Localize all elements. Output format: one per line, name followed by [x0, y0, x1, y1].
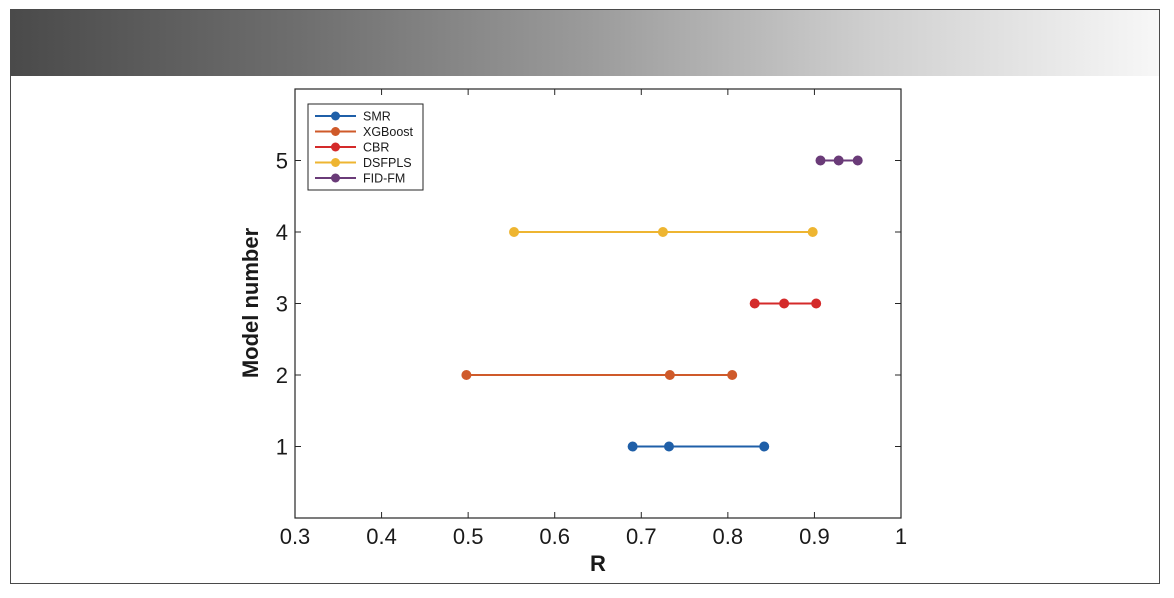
- legend-label: XGBoost: [363, 125, 414, 139]
- header-gradient-band: [11, 10, 1159, 76]
- data-point-smr: [759, 441, 770, 452]
- data-point-dsfpls: [657, 227, 668, 237]
- data-point-dsfpls: [807, 227, 818, 237]
- y-tick-label: 2: [276, 363, 288, 388]
- x-tick-label: 0.5: [453, 524, 484, 549]
- y-tick-label: 5: [276, 149, 288, 174]
- data-point-cbr: [811, 298, 822, 309]
- x-tick-label: 0.6: [539, 524, 570, 549]
- x-tick-label: 0.4: [366, 524, 397, 549]
- legend-marker: [331, 142, 340, 152]
- data-point-xgboost: [727, 370, 738, 380]
- data-point-cbr: [779, 298, 790, 309]
- x-axis-ticks: 0.3 0.4 0.5 0.6 0.7 0.8 0.9 1: [280, 89, 907, 549]
- legend-label: CBR: [363, 141, 389, 155]
- legend-marker: [331, 158, 340, 167]
- x-tick-label: 0.9: [799, 524, 830, 549]
- data-point-cbr: [749, 298, 760, 309]
- y-tick-label: 3: [276, 292, 288, 317]
- x-axis-label: R: [590, 551, 606, 576]
- legend-marker: [331, 111, 340, 121]
- x-tick-label: 0.7: [626, 524, 657, 549]
- legend-label: DSFPLS: [363, 156, 412, 170]
- y-tick-label: 1: [276, 435, 288, 460]
- y-tick-label: 4: [276, 220, 288, 245]
- data-point-xgboost: [461, 370, 472, 380]
- x-tick-label: 0.3: [280, 524, 311, 549]
- series-layer: [461, 155, 863, 452]
- data-point-dsfpls: [509, 227, 520, 237]
- data-point-fid-fm: [815, 155, 826, 166]
- data-point-smr: [627, 441, 638, 452]
- legend-marker: [331, 127, 340, 136]
- x-tick-label: 0.8: [713, 524, 744, 549]
- x-tick-label: 1: [895, 524, 907, 549]
- data-point-xgboost: [664, 370, 675, 380]
- data-point-fid-fm: [833, 155, 844, 166]
- legend-marker: [331, 173, 340, 183]
- data-point-fid-fm: [852, 155, 863, 166]
- y-axis-ticks: 1 2 3 4 5: [276, 149, 901, 460]
- legend-label: SMR: [363, 110, 391, 124]
- data-point-smr: [663, 441, 674, 452]
- legend-label: FID-FM: [363, 172, 405, 186]
- y-axis-label: Model number: [238, 227, 263, 378]
